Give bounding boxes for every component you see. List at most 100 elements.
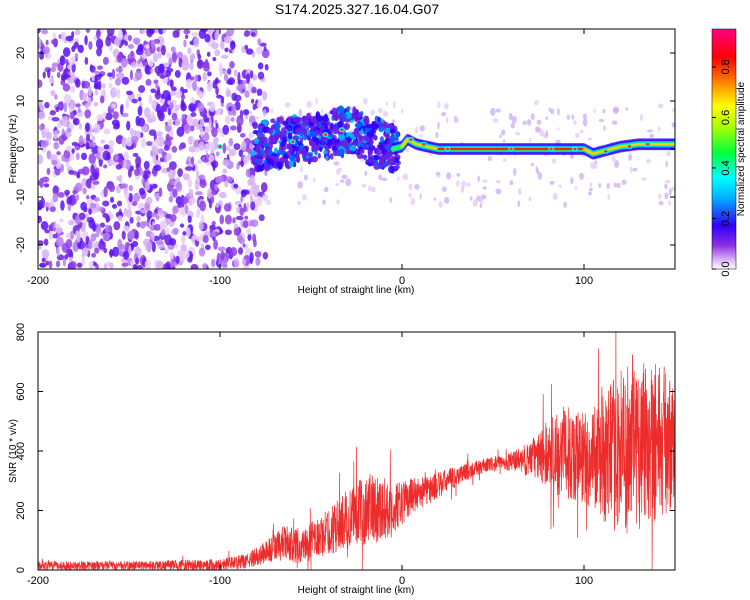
noise-blob (109, 212, 114, 220)
noise-blob (141, 138, 146, 149)
signal-spread-blob (357, 135, 364, 141)
signal-spread-blob (278, 116, 284, 124)
scatter-blob (511, 116, 517, 124)
noise-blob (93, 261, 97, 267)
noise-blob (88, 41, 93, 50)
noise-blob (131, 98, 138, 104)
scatter-blob (535, 126, 540, 133)
noise-blob (251, 86, 257, 94)
signal-spread-blob (377, 116, 381, 123)
scatter-blob (625, 107, 629, 111)
signal-spread-blob (379, 136, 384, 144)
noise-blob (104, 112, 113, 121)
noise-blob (258, 214, 265, 222)
noise-blob (84, 56, 89, 65)
noise-blob (224, 229, 232, 236)
noise-blob (187, 47, 192, 55)
noise-blob (223, 203, 231, 212)
noise-blob (246, 154, 252, 161)
noise-blob (226, 146, 230, 151)
noise-blob (71, 31, 75, 39)
noise-blob (185, 160, 190, 165)
noise-blob (42, 71, 46, 79)
noise-blob (84, 103, 89, 110)
noise-blob (82, 92, 88, 102)
noise-blob (233, 257, 240, 268)
noise-blob (262, 91, 268, 101)
noise-blob (182, 88, 188, 93)
signal-hotspot-core (509, 147, 513, 151)
signal-spread-blob (307, 152, 313, 158)
noise-blob (169, 251, 174, 260)
signal-spread-blob (337, 106, 345, 114)
signal-spread-blob (329, 138, 334, 145)
noise-blob (246, 73, 251, 85)
snr-y-tick-label: 0 (15, 567, 27, 573)
noise-blob (115, 67, 124, 73)
scatter-blob (385, 101, 389, 107)
signal-spread-blob (359, 149, 365, 154)
scatter-blob (437, 121, 440, 130)
noise-blob (63, 149, 71, 160)
signal-spread-blob (312, 119, 318, 124)
noise-blob (66, 248, 73, 258)
scatter-blob (587, 137, 593, 141)
noise-blob (39, 177, 44, 188)
noise-blob (54, 223, 61, 229)
signal-hotspot-core (604, 150, 608, 153)
noise-blob (65, 132, 72, 138)
noise-blob (111, 103, 116, 109)
scatter-blob (517, 187, 522, 195)
noise-blob (197, 159, 203, 165)
signal-spread-blob (267, 127, 274, 135)
scatter-blob (302, 194, 307, 201)
noise-blob (117, 215, 123, 222)
signal-spread-blob (310, 142, 316, 148)
signal-spread-blob (276, 161, 283, 168)
noise-blob (74, 53, 79, 59)
noise-blob (123, 250, 130, 261)
scatter-blob (647, 129, 653, 133)
scatter-blob (444, 102, 449, 110)
noise-blob (244, 44, 249, 50)
noise-blob (100, 139, 106, 144)
noise-blob (190, 156, 195, 165)
noise-blob (121, 112, 129, 118)
noise-blob (197, 53, 202, 60)
noise-blob (119, 243, 125, 250)
signal-spread-blob (368, 145, 376, 151)
noise-blob (130, 50, 134, 57)
scatter-blob (640, 114, 643, 122)
noise-blob (69, 261, 77, 269)
scatter-blob (364, 170, 368, 177)
signal-spread-blob (336, 138, 340, 145)
signal-spread-blob (254, 146, 260, 153)
signal-spread-blob (332, 145, 338, 151)
noise-blob (65, 35, 74, 42)
snr-panel: -200 -100 0 100 0 200 400 600 800 Height of str… (8, 323, 676, 596)
noise-blob (236, 115, 244, 127)
noise-blob (193, 37, 200, 48)
noise-blob (116, 88, 121, 99)
scatter-blob (414, 184, 420, 190)
noise-blob (82, 80, 91, 89)
snr-x-ticks: -200 -100 0 100 (27, 332, 593, 587)
noise-blob (121, 137, 128, 148)
noise-blob (51, 39, 56, 45)
noise-blob (114, 153, 119, 161)
scatter-blob (249, 188, 253, 196)
noise-blob (225, 176, 234, 183)
noise-blob (67, 76, 75, 84)
signal-spread-blob (389, 136, 396, 144)
noise-blob (235, 215, 244, 221)
scatter-blob (482, 186, 487, 190)
snr-x-axis-label: Height of straight line (km) (298, 585, 415, 596)
noise-blob (229, 61, 235, 69)
scatter-blob (298, 108, 303, 117)
signal-spread-blob (395, 132, 400, 138)
snr-y-axis-label: SNR (10 * v/v) (8, 419, 19, 483)
noise-blob (218, 191, 227, 199)
noise-blob (241, 258, 247, 266)
scatter-blob (410, 197, 416, 206)
noise-blob (150, 231, 155, 242)
